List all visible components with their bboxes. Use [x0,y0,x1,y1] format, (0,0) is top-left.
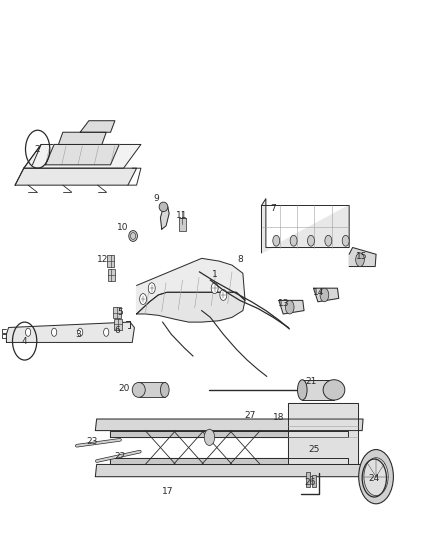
Ellipse shape [159,202,168,212]
Polygon shape [110,458,348,464]
Bar [106,255,114,267]
Circle shape [286,301,294,314]
Polygon shape [349,247,376,266]
Circle shape [204,429,215,446]
Circle shape [104,328,109,336]
Polygon shape [110,431,348,438]
Circle shape [140,294,147,304]
Bar [114,319,122,329]
Text: 8: 8 [237,255,243,264]
Circle shape [290,235,297,246]
Text: 11: 11 [177,211,188,220]
Circle shape [273,235,280,246]
Text: 4: 4 [22,336,28,345]
Circle shape [356,253,364,266]
Bar [107,269,115,281]
Text: 22: 22 [114,452,126,461]
Text: 9: 9 [153,194,159,203]
Polygon shape [160,207,169,229]
Text: 14: 14 [313,288,325,297]
Polygon shape [15,168,137,185]
Ellipse shape [132,383,145,398]
Bar [113,307,121,318]
Polygon shape [288,403,358,464]
Ellipse shape [160,383,169,398]
Bar [179,217,186,231]
Circle shape [211,283,218,294]
Text: 5: 5 [117,308,123,317]
Text: 15: 15 [356,252,367,261]
Text: 6: 6 [114,326,120,335]
Polygon shape [95,419,363,431]
Circle shape [342,235,349,246]
Circle shape [307,235,314,246]
Circle shape [320,288,329,302]
Polygon shape [314,288,339,302]
Circle shape [25,328,31,336]
Text: 3: 3 [75,330,81,339]
Text: 17: 17 [162,487,173,496]
Text: 26: 26 [304,478,316,487]
Ellipse shape [129,231,138,241]
Text: 27: 27 [244,411,256,420]
Bar [312,475,316,487]
Text: 25: 25 [309,445,320,454]
Ellipse shape [297,379,307,400]
Polygon shape [137,292,245,322]
Circle shape [359,449,393,504]
Polygon shape [137,259,245,314]
Text: 12: 12 [97,255,109,264]
Circle shape [220,289,227,301]
Polygon shape [261,199,349,253]
Circle shape [78,328,83,336]
Polygon shape [95,464,363,477]
Text: 23: 23 [87,437,98,446]
Bar [306,472,310,487]
Text: 1: 1 [212,270,218,279]
Circle shape [325,235,332,246]
Polygon shape [80,121,115,132]
Polygon shape [7,322,134,342]
Polygon shape [59,132,106,144]
Polygon shape [24,144,141,168]
Text: 2: 2 [35,144,40,154]
Circle shape [148,283,155,294]
Text: 13: 13 [277,300,289,308]
Text: 18: 18 [273,413,285,422]
Text: 24: 24 [369,473,380,482]
Text: 7: 7 [270,204,276,213]
Text: 21: 21 [305,377,317,386]
Text: 20: 20 [119,384,130,393]
Bar [302,379,334,400]
Text: 10: 10 [117,223,128,232]
Bar [139,383,165,398]
Circle shape [52,328,57,336]
Ellipse shape [323,379,345,400]
Polygon shape [279,301,304,314]
Circle shape [364,458,388,496]
Polygon shape [46,144,119,165]
